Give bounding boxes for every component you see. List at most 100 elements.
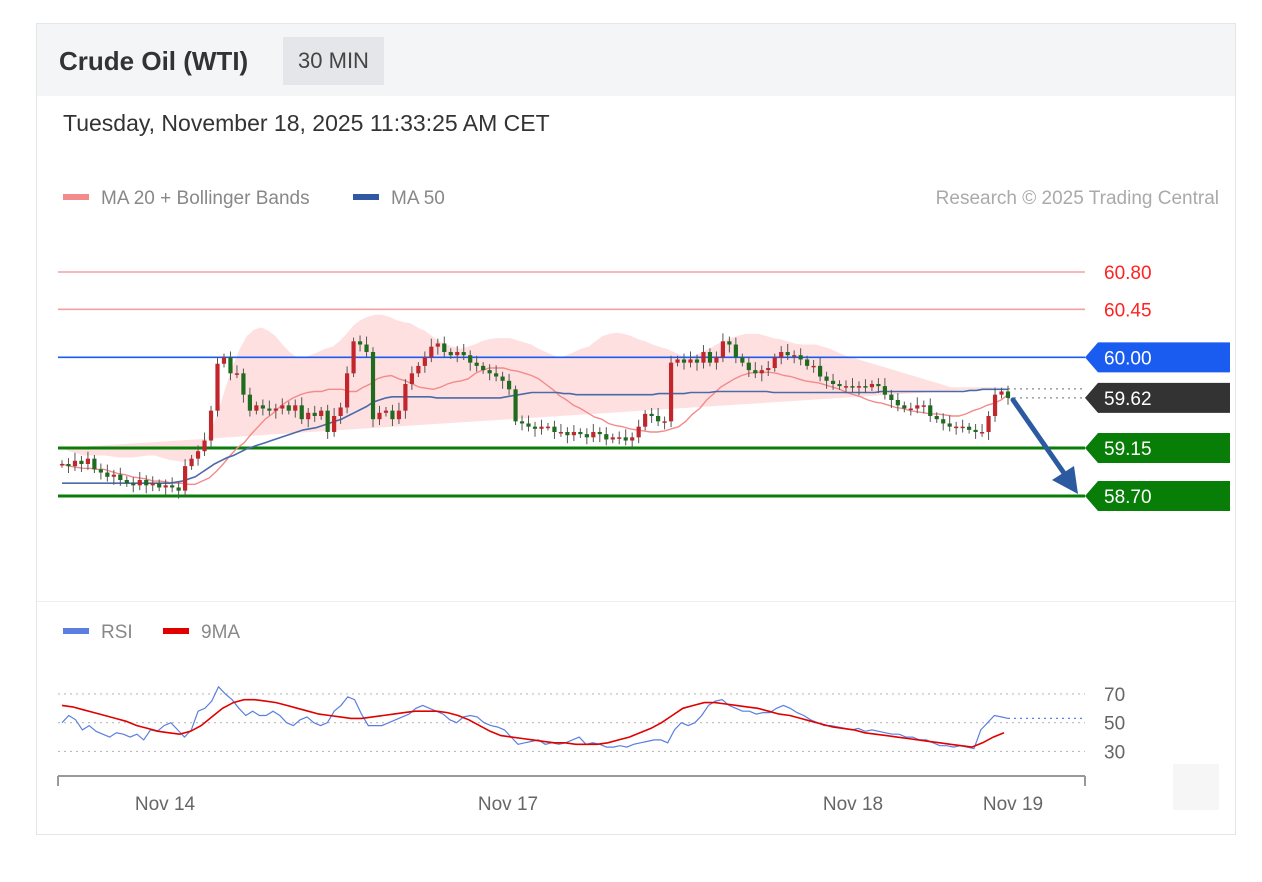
candle-body xyxy=(111,474,116,477)
candle-body xyxy=(254,405,259,411)
candle xyxy=(195,445,201,466)
candle xyxy=(558,424,564,437)
candle xyxy=(234,365,240,379)
candle xyxy=(111,469,116,485)
candle-body xyxy=(727,341,732,345)
candle xyxy=(850,378,855,392)
rsi-label: RSI xyxy=(101,622,133,643)
candle-body xyxy=(332,416,337,432)
candle-body xyxy=(487,370,492,374)
candle-body xyxy=(960,426,965,429)
candle-body xyxy=(986,416,991,432)
candle-body xyxy=(416,365,421,374)
candle xyxy=(681,353,687,370)
candle xyxy=(526,415,531,432)
candle-body xyxy=(967,426,972,430)
candle-body xyxy=(144,480,149,486)
candle-body xyxy=(610,437,615,440)
candle xyxy=(649,408,654,423)
candle xyxy=(584,428,589,445)
candle-body xyxy=(701,352,706,363)
candle xyxy=(766,361,771,376)
level-label-60.00: 60.00 xyxy=(1104,348,1152,369)
candle xyxy=(267,400,272,416)
candle xyxy=(494,365,499,382)
rsi-tick-30: 30 xyxy=(1104,742,1125,763)
candle-body xyxy=(584,434,589,438)
candle xyxy=(241,368,246,403)
candle xyxy=(351,337,356,378)
candle-body xyxy=(403,384,408,411)
timeframe-badge[interactable]: 30 MIN xyxy=(283,37,384,85)
candle-body xyxy=(435,343,440,347)
candle xyxy=(869,380,875,391)
candle xyxy=(856,381,862,396)
rsi-ma-label: 9MA xyxy=(201,622,241,643)
panel-control[interactable] xyxy=(1173,764,1219,810)
candle xyxy=(947,415,952,432)
candle-body xyxy=(370,352,376,420)
candle-body xyxy=(299,405,304,420)
rsi-ma-swatch xyxy=(163,628,189,635)
candle-body xyxy=(571,432,576,436)
candle xyxy=(545,422,551,431)
legend-ma20: MA 20 + Bollinger Bands xyxy=(63,188,310,210)
ma50-line xyxy=(62,388,1008,485)
level-label-58.70: 58.70 xyxy=(1104,487,1152,508)
candle-body xyxy=(442,343,447,352)
forecast-arrow-shaft xyxy=(1010,397,1069,479)
candle-body xyxy=(954,426,959,429)
candle-body xyxy=(578,432,583,435)
candle xyxy=(785,344,790,360)
candle-body xyxy=(539,426,544,429)
candle xyxy=(753,362,758,379)
candle-body xyxy=(798,355,803,360)
candle-body xyxy=(656,416,661,422)
candle xyxy=(928,398,933,422)
candle xyxy=(532,421,538,437)
candle xyxy=(941,413,946,431)
level-label-59.15: 59.15 xyxy=(1104,439,1152,460)
candle-body xyxy=(390,410,395,420)
candle xyxy=(519,415,525,431)
candle xyxy=(474,355,479,372)
candle xyxy=(260,399,265,416)
candle-body xyxy=(895,400,900,406)
candle xyxy=(617,431,622,445)
candle xyxy=(824,371,829,389)
candle-body xyxy=(643,413,648,427)
candle-body xyxy=(79,460,84,464)
candle xyxy=(591,424,596,443)
level-label-60.45: 60.45 xyxy=(1104,300,1152,321)
candle-body xyxy=(280,405,285,409)
candle-body xyxy=(422,357,427,366)
candle xyxy=(798,348,803,366)
candle xyxy=(876,378,881,394)
candle xyxy=(902,401,907,413)
candle xyxy=(176,482,181,499)
candle xyxy=(668,355,674,428)
candle-body xyxy=(617,437,622,439)
candle-body xyxy=(532,426,538,429)
ma20-label: MA 20 + Bollinger Bands xyxy=(101,188,310,209)
candle xyxy=(908,402,913,416)
candle-body xyxy=(306,412,311,420)
candle-body xyxy=(668,362,674,422)
candle xyxy=(131,477,136,493)
legend-ma50: MA 50 xyxy=(353,188,445,210)
candle-body xyxy=(526,423,531,427)
candle xyxy=(552,420,557,439)
candle-body xyxy=(824,376,829,381)
candle-body xyxy=(818,365,823,377)
candle-body xyxy=(260,405,265,409)
candle-body xyxy=(889,394,894,400)
candle xyxy=(597,427,602,443)
candle-body xyxy=(805,359,810,366)
candle xyxy=(157,479,162,492)
candle-body xyxy=(234,373,240,375)
candle xyxy=(396,402,402,424)
legend-rsi: RSI xyxy=(63,622,133,644)
candle-body xyxy=(973,429,978,432)
candle xyxy=(92,454,97,474)
